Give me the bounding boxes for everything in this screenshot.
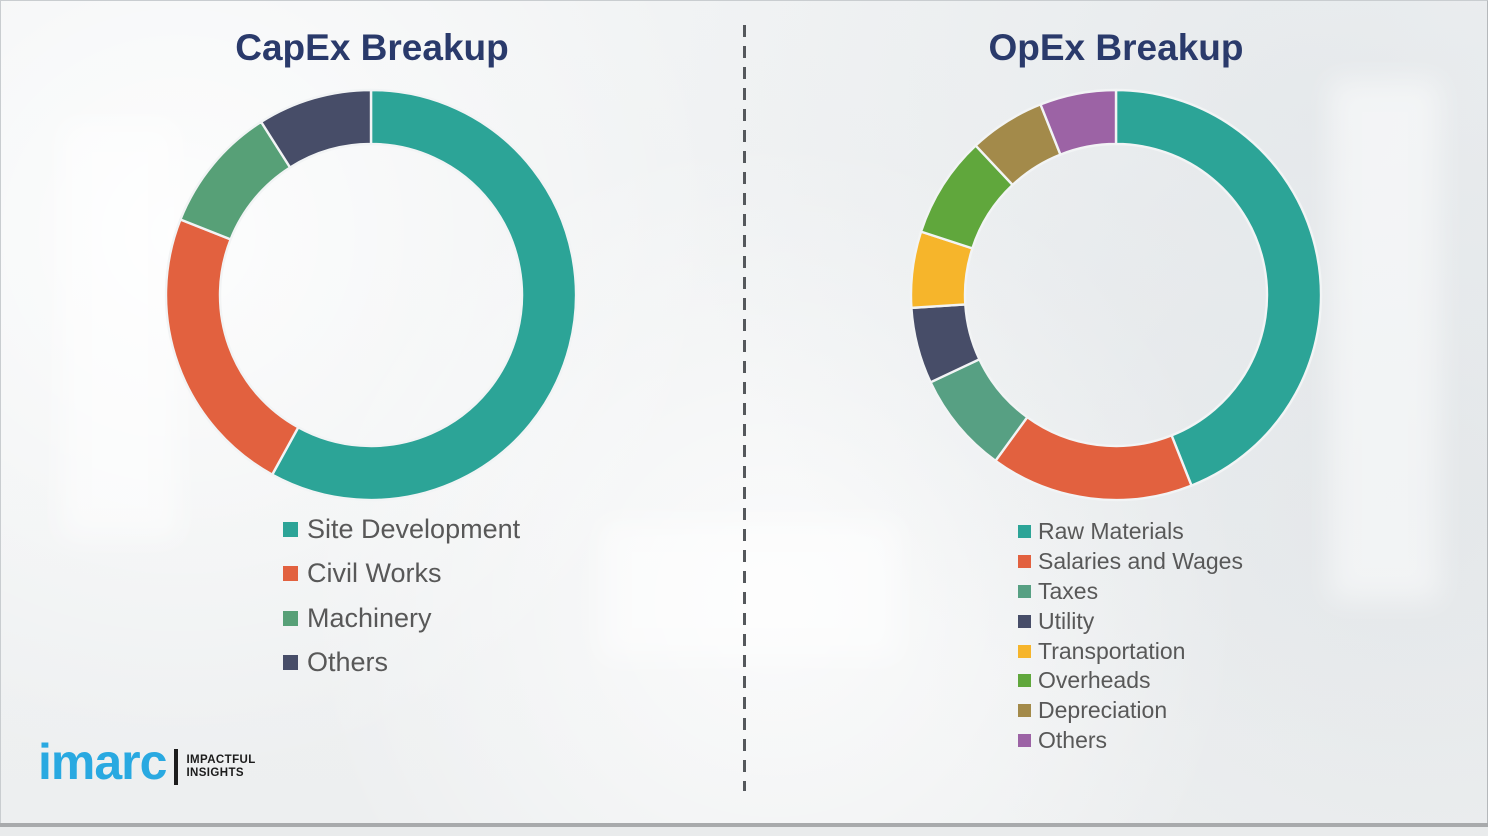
- donut-segment-raw-materials: [1114, 88, 1323, 487]
- legend-label: Overheads: [1038, 667, 1151, 694]
- legend-label: Taxes: [1038, 577, 1099, 604]
- bottom-border-line: [0, 823, 1488, 827]
- opex-panel: OpEx Breakup Raw Materials Salaries and …: [744, 0, 1488, 836]
- legend-swatch-icon: [1018, 555, 1031, 569]
- legend-swatch-icon: [1018, 584, 1031, 598]
- legend-item-depreciation: Depreciation: [1018, 696, 1243, 726]
- legend-label: Others: [1038, 726, 1108, 753]
- legend-swatch-icon: [1018, 614, 1031, 628]
- tagline-line2: INSIGHTS: [186, 767, 244, 779]
- opex-donut-chart: [909, 88, 1323, 502]
- legend-swatch-icon: [283, 610, 298, 626]
- donut-segment-site-development: [271, 88, 578, 502]
- imarc-logo-text: imarc: [38, 734, 167, 790]
- dashed-divider: [743, 25, 746, 791]
- donut-segment-others: [1039, 88, 1118, 156]
- imarc-tagline: IMPACTFUL INSIGHTS: [186, 754, 255, 780]
- legend-item-machinery: Machinery: [283, 596, 520, 641]
- legend-item-transportation: Transportation: [1018, 636, 1243, 666]
- legend-swatch-icon: [1018, 644, 1031, 658]
- legend-swatch-icon: [283, 521, 298, 537]
- capex-panel: CapEx Breakup Site Development Civil Wor…: [164, 27, 578, 685]
- legend-item-utility: Utility: [1018, 606, 1243, 636]
- legend-swatch-icon: [1018, 704, 1031, 718]
- donut-segment-others: [259, 88, 373, 169]
- legend-swatch-icon: [1018, 674, 1031, 688]
- tagline-line1: IMPACTFUL: [186, 754, 256, 766]
- legend-label: Salaries and Wages: [1038, 548, 1243, 575]
- legend-swatch-icon: [1018, 733, 1031, 747]
- legend-label: Utility: [1038, 607, 1095, 634]
- legend-item-raw-materials: Raw Materials: [1018, 517, 1243, 547]
- legend-label: Raw Materials: [1038, 518, 1184, 545]
- legend-item-overheads: Overheads: [1018, 666, 1243, 696]
- legend-swatch-icon: [283, 566, 298, 582]
- legend-label: Transportation: [1038, 637, 1186, 664]
- legend-item-salaries-and-wages: Salaries and Wages: [1018, 547, 1243, 577]
- donut-segment-civil-works: [164, 218, 300, 476]
- legend-label: Depreciation: [1038, 697, 1168, 724]
- legend-item-civil-works: Civil Works: [283, 552, 520, 597]
- capex-chart-title: CapEx Breakup: [235, 27, 509, 68]
- bottom-padding: [0, 827, 1488, 836]
- legend-item-others: Others: [283, 641, 520, 686]
- legend-item-others: Others: [1018, 726, 1243, 756]
- legend-item-site-development: Site Development: [283, 507, 520, 552]
- imarc-logo: imarc IMPACTFUL INSIGHTS: [38, 736, 256, 788]
- donut-segment-salaries-and-wages: [994, 415, 1193, 502]
- legend-item-taxes: Taxes: [1018, 577, 1243, 607]
- logo-divider-bar: [174, 749, 179, 785]
- capex-legend: Site Development Civil Works Machinery O…: [283, 507, 520, 685]
- legend-swatch-icon: [283, 655, 298, 671]
- legend-label: Machinery: [307, 602, 432, 633]
- legend-swatch-icon: [1018, 525, 1031, 539]
- capex-donut-chart: [164, 88, 578, 502]
- legend-label: Others: [307, 647, 389, 678]
- legend-label: Civil Works: [307, 558, 442, 589]
- legend-label: Site Development: [307, 513, 521, 544]
- opex-legend: Raw Materials Salaries and Wages Taxes U…: [1018, 517, 1243, 755]
- opex-chart-title: OpEx Breakup: [988, 27, 1244, 68]
